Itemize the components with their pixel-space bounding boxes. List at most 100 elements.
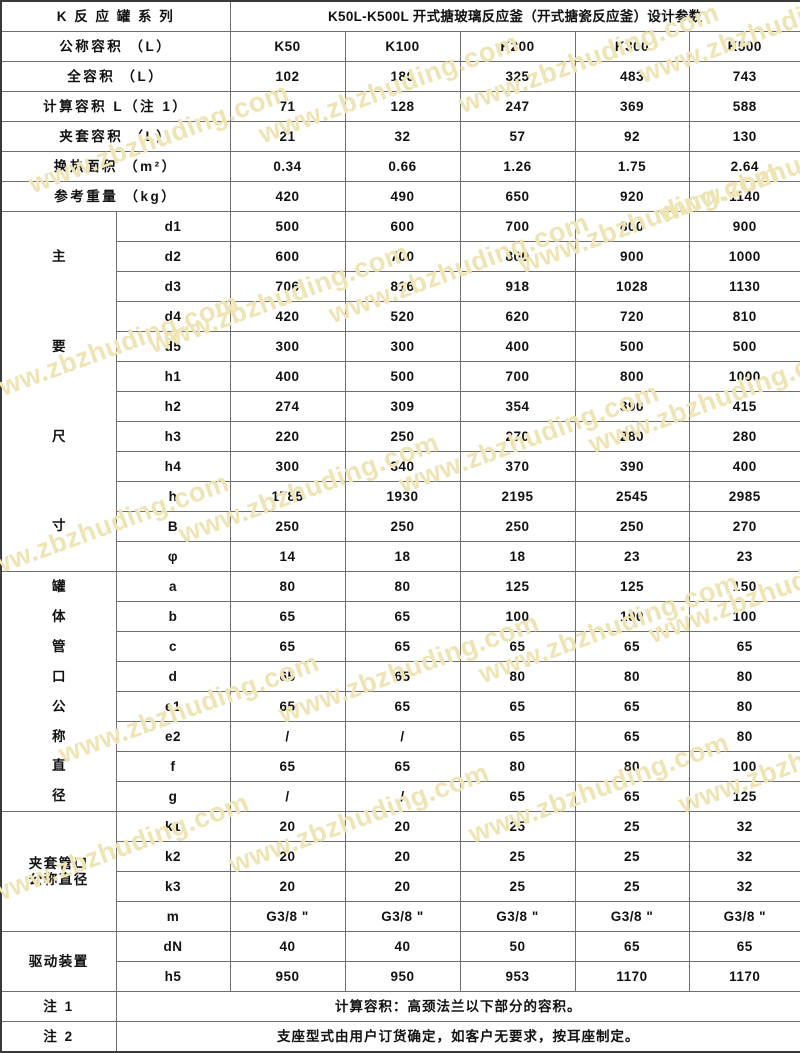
table-row: e1 65 65 65 65 80	[1, 691, 800, 722]
cell-value: 250	[229, 511, 346, 542]
model-header-k300: K300	[574, 31, 690, 62]
model-header-k50: K50	[229, 31, 346, 62]
cell-value: 128	[344, 91, 461, 122]
title-row: K 反 应 罐 系 列 K50L-K500L 开式搪玻璃反应釜（开式搪瓷反应釜）…	[0, 0, 800, 32]
table-row-calculated-volume: 计算容积 L（注 1） 71 128 247 369 588	[0, 91, 800, 122]
cell-value: 65	[459, 721, 576, 752]
cell-value: 700	[459, 361, 576, 392]
cell-value: 14	[229, 541, 346, 572]
cell-value: /	[229, 781, 346, 812]
group-label-2: 罐体管口公称直径	[0, 571, 117, 812]
cell-value: 80	[688, 691, 800, 722]
cell-value: 800	[574, 361, 690, 392]
cell-value: 20	[229, 811, 346, 842]
dimension-symbol: d4	[115, 301, 231, 332]
group-label-1: 主要尺寸	[0, 211, 117, 572]
cell-value: /	[344, 781, 461, 812]
table-row: g //65 65 125	[1, 781, 800, 812]
cell-value: 32	[344, 121, 461, 152]
dimension-symbol: f	[115, 751, 231, 782]
cell-value: 80	[459, 751, 576, 782]
cell-value: 71	[229, 91, 346, 122]
table-row: c 65 65 65 65 65	[1, 631, 800, 662]
cell-value: 100	[574, 601, 690, 632]
dimension-symbol: B	[115, 511, 231, 542]
cell-value: 20	[344, 811, 461, 842]
cell-value: 2.64	[688, 151, 800, 182]
table-row: 驱动装置 dN 40 40 50 65 65	[0, 931, 800, 992]
dimension-symbol: h5	[115, 961, 231, 992]
cell-value: 720	[574, 301, 690, 332]
dimension-symbol: d1	[115, 211, 231, 242]
cell-value: 250	[344, 511, 461, 542]
cell-value: 100	[459, 601, 576, 632]
table-row: d3 706 816 918 1028 1130	[1, 271, 800, 302]
cell-value: 65	[574, 931, 690, 962]
cell-value: 918	[459, 271, 576, 302]
cell-value: 0.34	[229, 151, 346, 182]
cell-value: 65	[229, 661, 346, 692]
model-header-k500: K500	[688, 31, 800, 62]
cell-value: 354	[459, 391, 576, 422]
cell-value: 65	[574, 691, 690, 722]
dimension-symbol: a	[115, 571, 231, 602]
cell-value: 400	[459, 331, 576, 362]
cell-value: G3/8 "	[344, 901, 461, 932]
dimension-symbol: h1	[115, 361, 231, 392]
table-row: 罐体管口公称直径 a 80 80 125 125 150	[0, 571, 800, 812]
table-row: 夹套管口 公称直径 k1 20 20 25 25 32	[0, 811, 800, 932]
row-label: 公称容积 （L）	[0, 31, 231, 62]
row-label: 参考重量 （kg）	[0, 181, 231, 212]
cell-value: 20	[229, 871, 346, 902]
cell-value: 490	[344, 181, 461, 212]
dimension-symbol: φ	[115, 541, 231, 572]
cell-value: 65	[459, 631, 576, 662]
cell-value: 1140	[688, 181, 800, 212]
row-label: 换热面积 （m²）	[0, 151, 231, 182]
note-label: 注 2	[0, 1021, 117, 1053]
cell-value: 65	[574, 631, 690, 662]
cell-value: 65	[459, 781, 576, 812]
cell-value: 390	[574, 391, 690, 422]
row-label: 夹套容积 （L）	[0, 121, 231, 152]
cell-value: 270	[459, 421, 576, 452]
cell-value: 816	[344, 271, 461, 302]
cell-value: 20	[344, 841, 461, 872]
cell-value: 80	[574, 661, 690, 692]
cell-value: 32	[688, 841, 800, 872]
cell-value: 65	[459, 691, 576, 722]
group-label-4: 驱动装置	[0, 931, 117, 992]
dimension-symbol: h2	[115, 391, 231, 422]
cell-value: 1170	[688, 961, 800, 992]
cell-value: 800	[459, 241, 576, 272]
cell-value: 309	[344, 391, 461, 422]
cell-value: 220	[229, 421, 346, 452]
cell-value: 650	[459, 181, 576, 212]
group-label-char: 口	[52, 668, 66, 684]
cell-value: 250	[459, 511, 576, 542]
table-row: d 65 65 80 80 80	[1, 661, 800, 692]
note-text: 计算容积：高颈法兰以下部分的容积。	[115, 991, 800, 1022]
table-row-total-volume: 全容积 （L） 102 180 325 483 743	[0, 61, 800, 92]
cell-value: 274	[229, 391, 346, 422]
cell-value: 80	[688, 721, 800, 752]
row-label: 计算容积 L（注 1）	[0, 91, 231, 122]
cell-value: 150	[688, 571, 800, 602]
cell-value: 25	[459, 871, 576, 902]
cell-value: 250	[574, 511, 690, 542]
cell-value: 23	[574, 541, 690, 572]
group-label-char: 体	[52, 609, 66, 625]
dimension-symbol: h4	[115, 451, 231, 482]
cell-value: 1000	[688, 361, 800, 392]
cell-value: 415	[688, 391, 800, 422]
series-title: K 反 应 罐 系 列	[0, 0, 231, 32]
cell-value: 80	[229, 571, 346, 602]
table-row: h 1785 1930 2195 2545 2985	[1, 481, 800, 512]
table-row-nominal-volume: 公称容积 （L） K50 K100 K200 K300 K500	[0, 31, 800, 62]
cell-value: 743	[688, 61, 800, 92]
table-row: h1 400 500 700 800 1000	[1, 361, 800, 392]
dimension-symbol: e1	[115, 691, 231, 722]
table-row-heat-transfer-area: 换热面积 （m²） 0.34 0.66 1.26 1.75 2.64	[0, 151, 800, 182]
